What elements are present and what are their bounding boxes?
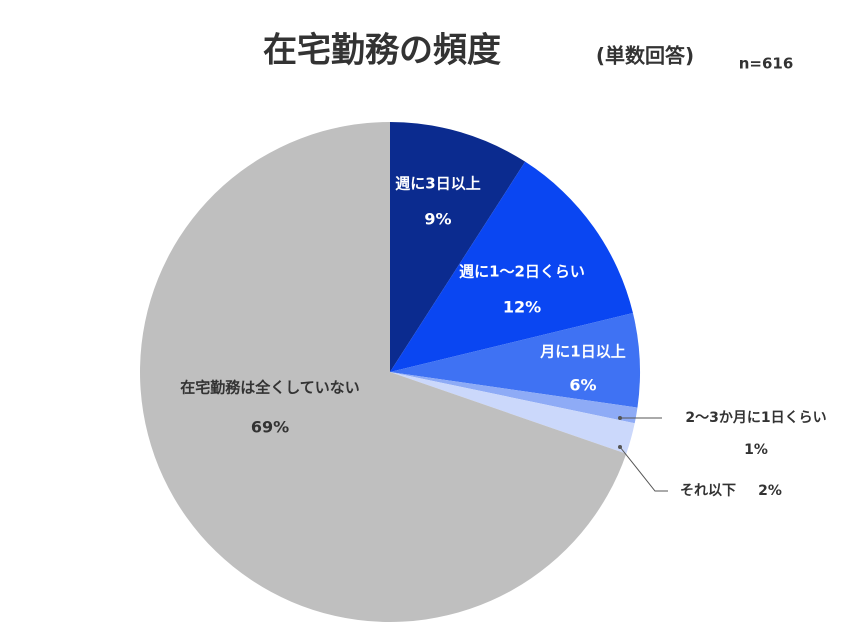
pie-slice [390, 122, 526, 372]
sample-size: n=616 [739, 55, 794, 73]
value-label: 69% [251, 418, 289, 437]
pie-slice [390, 161, 633, 372]
pie-slice [390, 313, 641, 408]
slice-label: 月に1日以上 [539, 343, 625, 361]
slice-label: 週に1～2日くらい [459, 263, 585, 281]
labels: 週に3日以上 9% 週に1～2日くらい 12% 月に1日以上 6% 2～3か月に1日くらい 1… [180, 175, 826, 500]
slice-label: 2～3か月に1日くらい [685, 410, 826, 426]
value-label: 2% [758, 483, 782, 499]
leader-line [619, 446, 668, 492]
value-label: 12% [503, 298, 541, 317]
leader-dot [618, 416, 622, 420]
pie-slice [390, 372, 635, 454]
chart-subtitle: (単数回答) [596, 44, 694, 68]
pie-slice [390, 372, 638, 424]
slice-label: それ以下 [680, 483, 736, 499]
slice-label: 在宅勤務は全くしていない [180, 379, 360, 397]
pie-slice [140, 122, 627, 623]
slice-label: 週に3日以上 [395, 175, 480, 193]
value-label: 1% [744, 442, 768, 458]
leader-dot [618, 445, 622, 449]
value-label: 6% [569, 376, 596, 395]
value-label: 9% [424, 210, 451, 229]
pie [140, 122, 641, 623]
chart-title: 在宅勤務の頻度 [263, 31, 501, 71]
